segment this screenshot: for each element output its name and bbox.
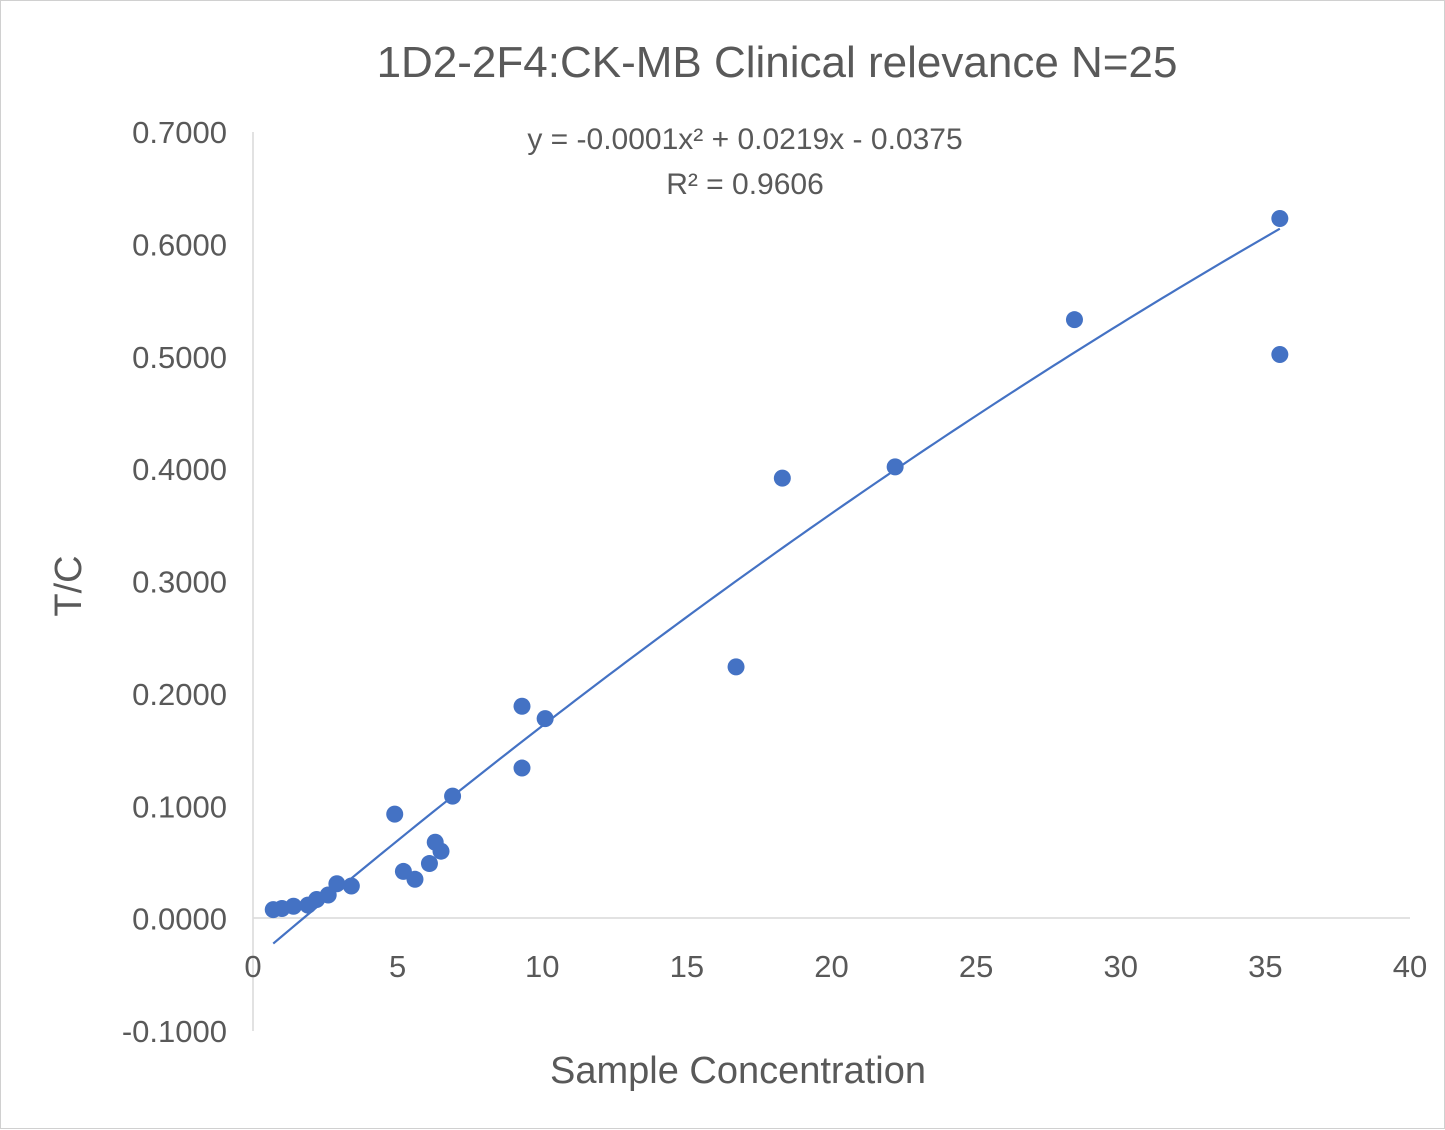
x-tick-label: 40	[1393, 949, 1427, 984]
x-tick-label: 10	[525, 949, 559, 984]
y-tick-label: 0.4000	[132, 452, 227, 487]
trendline-r-squared: R² = 0.9606	[666, 168, 824, 201]
x-axis-title: Sample Concentration	[550, 1050, 926, 1092]
y-tick-label: 0.5000	[132, 340, 227, 375]
y-tick-label: 0.3000	[132, 565, 227, 600]
data-point	[536, 710, 554, 728]
data-point	[513, 697, 531, 715]
x-tick-label: 20	[814, 949, 848, 984]
y-tick-label: -0.1000	[122, 1014, 227, 1049]
data-point	[406, 870, 424, 888]
trendline	[272, 227, 1281, 945]
y-tick-label: 0.2000	[132, 677, 227, 712]
x-tick-label: 0	[244, 949, 261, 984]
x-tick-label: 35	[1248, 949, 1282, 984]
data-point	[420, 855, 438, 873]
y-tick-label: 0.0000	[132, 902, 227, 937]
data-point	[886, 458, 904, 476]
data-point	[444, 787, 462, 805]
data-point	[727, 658, 745, 676]
x-axis-ticks: 0 5 10 15 20 25 30 35 40	[244, 949, 1427, 984]
data-point	[342, 877, 360, 895]
data-point	[513, 759, 531, 777]
x-tick-label: 30	[1104, 949, 1138, 984]
data-point	[1271, 346, 1289, 364]
data-point	[1065, 311, 1083, 329]
y-axis-ticks: 0.7000 0.6000 0.5000 0.4000 0.3000 0.2000 0.10…	[122, 115, 227, 1049]
y-tick-label: 0.6000	[132, 227, 227, 262]
x-tick-label: 5	[389, 949, 406, 984]
data-point	[1271, 210, 1289, 228]
data-point	[386, 805, 404, 823]
x-tick-label: 25	[959, 949, 993, 984]
data-point	[432, 842, 450, 860]
data-point	[773, 469, 791, 487]
data-points	[264, 210, 1289, 919]
chart-title: 1D2-2F4:CK-MB Clinical relevance N=25	[377, 38, 1178, 87]
x-tick-label: 15	[670, 949, 704, 984]
trendline-equation: y = -0.0001x² + 0.0219x - 0.0375	[527, 123, 962, 156]
data-point	[328, 875, 346, 893]
y-axis-title: T/C	[48, 555, 90, 616]
y-tick-label: 0.7000	[132, 115, 227, 150]
data-point	[284, 897, 302, 915]
y-tick-label: 0.1000	[132, 789, 227, 824]
